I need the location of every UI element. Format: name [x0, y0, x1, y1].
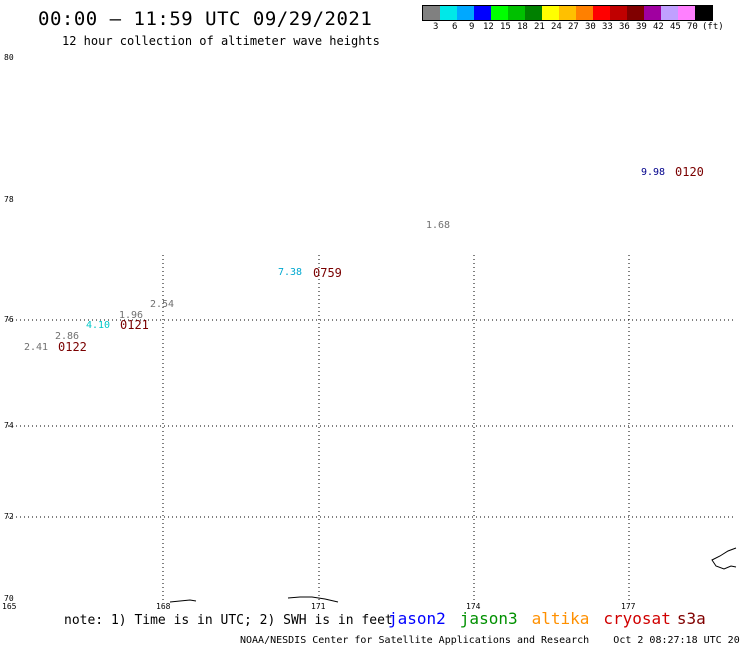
- satellite-name: jason2: [388, 609, 446, 628]
- swh-observation: 2.86: [55, 331, 80, 342]
- colorbar-swatch: [678, 6, 695, 20]
- colorbar-swatch: [423, 6, 440, 20]
- colorbar-label: 24: [551, 22, 562, 32]
- colorbar-label: 12: [483, 22, 494, 32]
- footer-note: note: 1) Time is in UTC; 2) SWH is in fe…: [64, 613, 393, 628]
- satellite-name: s3a: [676, 609, 706, 628]
- lat-label: 70: [4, 594, 14, 603]
- colorbar-label: 6: [452, 22, 458, 32]
- colorbar-swatch: [661, 6, 678, 20]
- chart-subtitle: 12 hour collection of altimeter wave hei…: [62, 34, 380, 48]
- coastline-island-east: [711, 547, 737, 570]
- colorbar-label: 9: [469, 22, 475, 32]
- swh-observation: 1.68: [426, 220, 451, 231]
- coastline: [169, 547, 737, 603]
- swh-observation: 1.96: [119, 310, 144, 321]
- colorbar-label: 45: [670, 22, 681, 32]
- pass-time-label: 0759: [313, 266, 342, 280]
- generated-timestamp: Oct 2 08:27:18 UTC 2021: [613, 635, 740, 646]
- lat-label: 74: [4, 421, 14, 430]
- colorbar-label: 18: [517, 22, 528, 32]
- lon-label: 165: [2, 602, 17, 611]
- grid-lines: [8, 255, 735, 600]
- colorbar-swatch: [440, 6, 457, 20]
- colorbar-label: 33: [602, 22, 613, 32]
- satellite-name: altika: [531, 609, 590, 628]
- swh-observation: 9.98: [641, 167, 666, 178]
- colorbar-swatch: [695, 6, 712, 20]
- colorbar-unit: (ft): [702, 22, 724, 32]
- colorbar-label: 15: [500, 22, 511, 32]
- colorbar-labels: 3 6 9 12 15 18 21 24 27 30 33 36 39 42 4…: [422, 22, 740, 34]
- colorbar-swatch: [508, 6, 525, 20]
- colorbar-swatch: [559, 6, 576, 20]
- colorbar-swatch: [593, 6, 610, 20]
- colorbar-label: 70: [687, 22, 698, 32]
- colorbar-label: 27: [568, 22, 579, 32]
- colorbar-label: 36: [619, 22, 630, 32]
- chart-title: 00:00 – 11:59 UTC 09/29/2021: [38, 8, 373, 30]
- colorbar-label: 3: [433, 22, 439, 32]
- colorbar-label: 30: [585, 22, 596, 32]
- swh-observation: 7.38: [278, 267, 303, 278]
- lon-label: 171: [311, 602, 326, 611]
- pass-time-label: 0122: [58, 340, 87, 354]
- lon-label: 174: [466, 602, 481, 611]
- pass-time-label: 0121: [120, 318, 149, 332]
- pass-time-label: 0120: [675, 165, 704, 179]
- swh-observation: 2.54: [150, 299, 175, 310]
- lat-label: 78: [4, 195, 14, 204]
- colorbar-swatch: [474, 6, 491, 20]
- coastline-south-168: [169, 599, 197, 603]
- colorbar-swatch: [576, 6, 593, 20]
- credit-line: NOAA/NESDIS Center for Satellite Applica…: [240, 635, 740, 646]
- coastline-south-171: [287, 596, 339, 603]
- colorbar-label: 39: [636, 22, 647, 32]
- satellite-name: jason3: [459, 609, 518, 628]
- lat-label: 76: [4, 315, 14, 324]
- lat-label: 80: [4, 53, 14, 62]
- colorbar-swatch: [525, 6, 542, 20]
- satellite-name: cryosat: [603, 609, 671, 628]
- lon-label: 168: [156, 602, 171, 611]
- lat-label: 72: [4, 512, 14, 521]
- colorbar-swatch: [610, 6, 627, 20]
- swh-observation: 2.41: [24, 342, 49, 353]
- wave-height-colorbar: [422, 5, 713, 21]
- colorbar-swatch: [644, 6, 661, 20]
- colorbar-swatch: [457, 6, 474, 20]
- satellite-legend: jason2 jason3 altika cryosat s3a: [388, 609, 720, 628]
- colorbar-label: 21: [534, 22, 545, 32]
- lon-label: 177: [621, 602, 636, 611]
- swh-observation: 4.10: [86, 320, 111, 331]
- credit-text: NOAA/NESDIS Center for Satellite Applica…: [240, 635, 590, 646]
- colorbar-swatch: [542, 6, 559, 20]
- colorbar-label: 42: [653, 22, 664, 32]
- colorbar-swatch: [491, 6, 508, 20]
- colorbar-swatch: [627, 6, 644, 20]
